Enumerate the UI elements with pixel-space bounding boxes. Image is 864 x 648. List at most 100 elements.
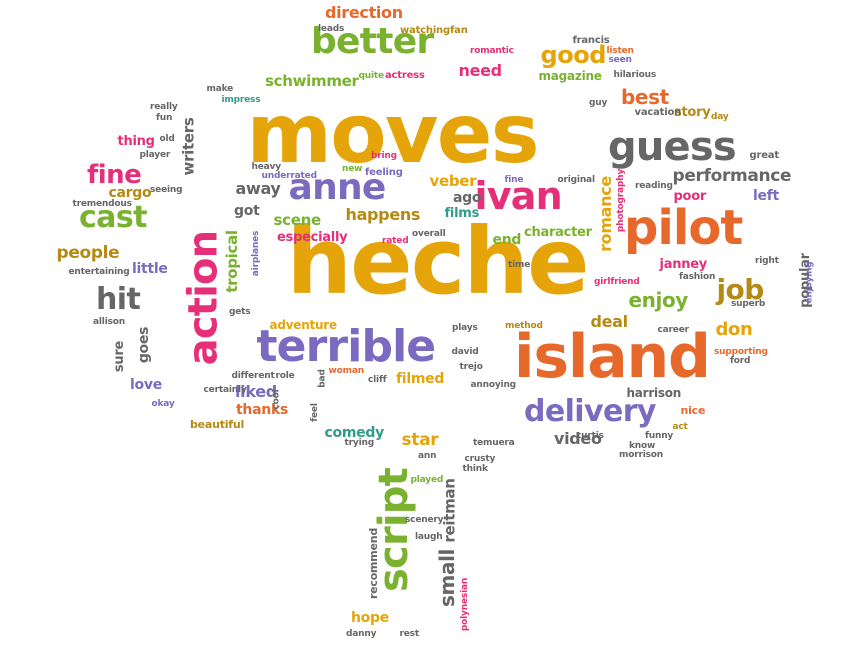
word-away: away [235,179,281,198]
word-certainly: certainly [203,384,247,395]
word-gets: gets [229,306,251,317]
word-good: good [540,41,607,69]
word-ivan: ivan [474,174,563,218]
word-ford: ford [730,355,751,366]
word-danny: danny [346,628,377,639]
word-career: career [657,324,690,335]
word-anne: anne [288,167,387,208]
word-overall: overall [412,228,446,239]
word-allison: allison [93,316,126,327]
word-morrison: morrison [619,449,664,460]
word-trying: trying [344,437,375,448]
word-feel: feel [309,402,320,422]
word-schwimmer: schwimmer [265,71,359,90]
word-star: star [401,429,439,450]
word-tropical: tropical [222,229,241,293]
word-character: character [524,224,592,240]
word-david: david [451,346,479,357]
word-watching: watching [400,25,450,36]
word-know: know [629,440,656,451]
word-sure: sure [111,340,127,372]
word-bad: bad [317,368,328,388]
word-thing: thing [117,133,155,149]
word-small: small [434,549,459,607]
word-impress: impress [221,94,261,105]
word-ann: ann [418,450,437,461]
word-quite: quite [358,70,385,81]
word-superb: superb [731,298,766,309]
word-goes: goes [136,326,153,364]
word-guess: guess [608,124,737,170]
word-romantic: romantic [470,45,514,56]
word-magazine: magazine [538,69,602,83]
word-tremendous: tremendous [72,198,133,209]
word-right: right [755,255,779,266]
word-hope: hope [351,610,389,626]
word-temuera: temuera [473,437,515,448]
word-cliff: cliff [368,374,387,385]
word-trejo: trejo [459,361,483,372]
word-harrison: harrison [626,386,682,400]
word-recommend: recommend [366,527,380,599]
word-writers: writers [179,117,198,175]
word-annoying: annoying [470,379,517,390]
word-direction: direction [325,3,403,22]
word-end: end [492,232,522,248]
word-nice: nice [680,403,706,417]
word-underrated: underrated [261,170,318,181]
word-left: left [753,188,779,204]
word-moves: moves [246,87,540,182]
word-curtis: curtis [576,430,604,441]
word-veber: veber [429,171,477,190]
word-francis: francis [572,35,610,46]
word-new: new [342,163,363,174]
word-vacation: vacation [634,107,682,118]
word-make: make [206,83,234,94]
word-island: island [514,322,711,392]
word-got: got [234,203,260,219]
word-cool: cool [271,388,282,410]
word-little: little [132,261,168,277]
word-scene: scene [273,210,322,229]
word-scenery: scenery [405,514,444,525]
word-played: played [410,474,444,485]
word-fine: fine [87,160,142,190]
word-photography: photography [615,168,626,232]
word-rest: rest [399,628,420,639]
word-airplanes: airplanes [250,230,261,276]
word-especially: especially [277,229,348,245]
word-reading: reading [635,180,673,191]
word-great: great [749,150,780,161]
word-comedy: comedy [324,425,385,441]
word-reitman: reitman [440,477,459,543]
word-delivery: delivery [524,394,656,429]
word-fashion: fashion [679,271,716,282]
word-act: act [672,421,688,432]
word-janney: janney [659,256,708,272]
word-guy: guy [589,97,608,108]
word-cast: cast [79,200,147,235]
word-leads: leads [318,23,345,34]
word-different: different [231,370,275,381]
word-actress: actress [385,70,425,81]
word-player: player [139,149,171,160]
word-enjoying: enjoying [804,260,815,304]
word-filmed: filmed [396,371,445,387]
word-method: method [505,320,543,331]
word-pilot: pilot [624,200,743,256]
word-adventure: adventure [269,318,338,332]
word-original: original [557,174,596,185]
word-girlfriend: girlfriend [594,276,640,287]
word-listen: listen [606,45,634,56]
word-woman: woman [328,365,365,376]
word-don: don [715,319,753,340]
word-heavy: heavy [251,161,282,172]
word-hilarious: hilarious [613,69,657,80]
word-funny: funny [645,430,674,441]
word-people: people [56,242,120,263]
word-happens: happens [345,205,421,224]
word-plays: plays [452,322,478,333]
word-action: action [179,230,226,366]
word-supporting: supporting [714,346,768,357]
